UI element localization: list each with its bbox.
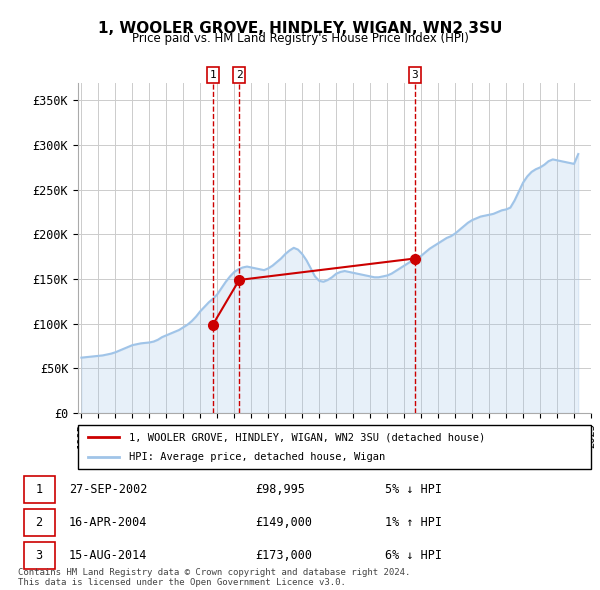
- Text: £98,995: £98,995: [255, 483, 305, 496]
- Text: 1: 1: [35, 483, 43, 496]
- FancyBboxPatch shape: [23, 542, 55, 569]
- FancyBboxPatch shape: [23, 476, 55, 503]
- Text: 2: 2: [35, 516, 43, 529]
- Text: 3: 3: [412, 70, 418, 80]
- Text: Contains HM Land Registry data © Crown copyright and database right 2024.
This d: Contains HM Land Registry data © Crown c…: [18, 568, 410, 587]
- Text: 1: 1: [209, 70, 216, 80]
- FancyBboxPatch shape: [23, 509, 55, 536]
- Text: 3: 3: [35, 549, 43, 562]
- FancyBboxPatch shape: [78, 425, 591, 469]
- Text: 2: 2: [236, 70, 242, 80]
- Text: £173,000: £173,000: [255, 549, 312, 562]
- Text: 1, WOOLER GROVE, HINDLEY, WIGAN, WN2 3SU: 1, WOOLER GROVE, HINDLEY, WIGAN, WN2 3SU: [98, 21, 502, 35]
- Text: 1, WOOLER GROVE, HINDLEY, WIGAN, WN2 3SU (detached house): 1, WOOLER GROVE, HINDLEY, WIGAN, WN2 3SU…: [130, 432, 485, 442]
- Text: 6% ↓ HPI: 6% ↓ HPI: [385, 549, 442, 562]
- Text: 16-APR-2004: 16-APR-2004: [69, 516, 147, 529]
- Text: 1% ↑ HPI: 1% ↑ HPI: [385, 516, 442, 529]
- Text: Price paid vs. HM Land Registry's House Price Index (HPI): Price paid vs. HM Land Registry's House …: [131, 32, 469, 45]
- Text: 15-AUG-2014: 15-AUG-2014: [69, 549, 147, 562]
- Text: 5% ↓ HPI: 5% ↓ HPI: [385, 483, 442, 496]
- Text: £149,000: £149,000: [255, 516, 312, 529]
- Text: 27-SEP-2002: 27-SEP-2002: [69, 483, 147, 496]
- Text: HPI: Average price, detached house, Wigan: HPI: Average price, detached house, Wiga…: [130, 452, 386, 461]
